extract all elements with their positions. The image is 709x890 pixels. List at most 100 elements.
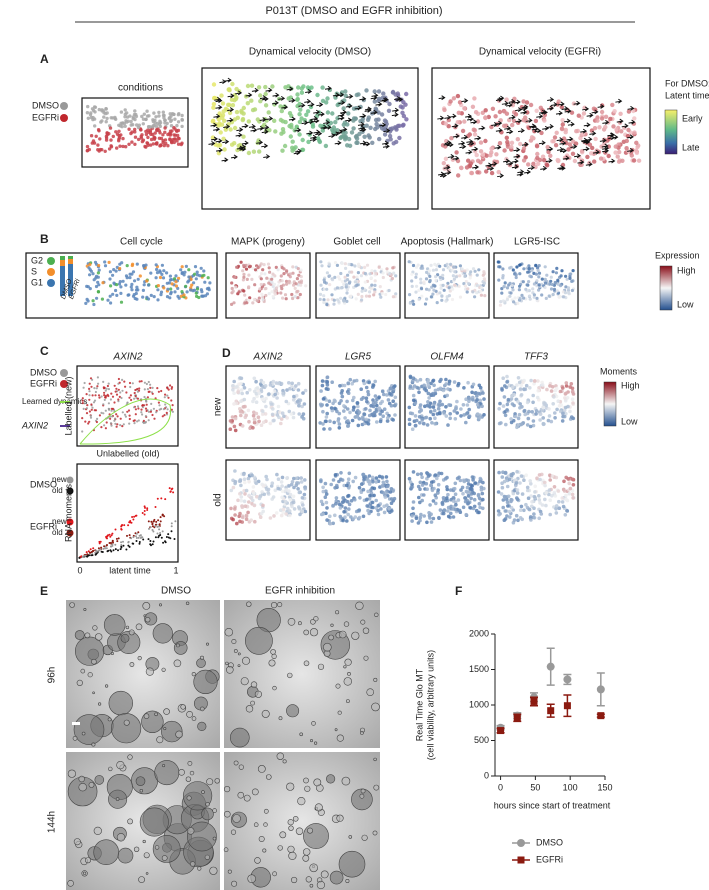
cell-dot bbox=[559, 284, 563, 288]
cell-dot bbox=[211, 82, 217, 87]
velocity-arrow bbox=[539, 109, 547, 115]
tick-label: 1 bbox=[173, 565, 178, 575]
organoid bbox=[214, 778, 220, 784]
cell-dot bbox=[374, 476, 379, 480]
cell-dot bbox=[359, 397, 364, 402]
cell-dot bbox=[273, 292, 277, 296]
cell-dot bbox=[140, 139, 145, 144]
cell-dot bbox=[363, 271, 367, 276]
moment-dot bbox=[164, 541, 167, 544]
cell-dot bbox=[550, 494, 554, 498]
cell-dot bbox=[473, 481, 478, 485]
cell-dot bbox=[419, 287, 424, 291]
organoid bbox=[355, 601, 364, 610]
cell-dot bbox=[522, 478, 526, 483]
panel-title: conditions bbox=[118, 83, 163, 94]
cell-dot bbox=[368, 125, 373, 130]
cell-dot bbox=[297, 273, 301, 277]
cell-dot bbox=[515, 265, 519, 269]
moment-dot bbox=[128, 534, 131, 537]
velocity-arrow bbox=[359, 140, 367, 146]
cell-dot bbox=[121, 425, 124, 428]
cell-dot bbox=[333, 261, 338, 265]
cell-dot bbox=[333, 120, 338, 125]
cell-dot bbox=[553, 494, 558, 498]
legend-dot bbox=[60, 114, 68, 122]
moment-dot bbox=[161, 513, 164, 516]
legend-label: DMSO bbox=[536, 837, 563, 847]
cell-dot bbox=[252, 298, 256, 302]
cell-dot bbox=[123, 108, 127, 112]
cell-dot bbox=[233, 416, 238, 421]
cell-dot bbox=[97, 394, 101, 397]
cell-dot bbox=[146, 125, 151, 129]
cell-dot bbox=[247, 493, 252, 498]
cell-dot bbox=[537, 264, 541, 268]
cell-dot bbox=[260, 490, 264, 494]
cell-dot bbox=[414, 418, 419, 423]
figure-title: P013T (DMSO and EGFR inhibition) bbox=[265, 5, 442, 17]
cell-dot bbox=[184, 284, 188, 288]
cell-dot bbox=[192, 281, 196, 285]
cell-dot bbox=[88, 262, 92, 267]
cell-dot bbox=[445, 393, 450, 398]
cell-dot bbox=[346, 500, 350, 504]
cell-dot bbox=[145, 382, 148, 386]
velocity-arrow bbox=[221, 157, 229, 163]
cell-dot bbox=[367, 380, 372, 385]
cell-dot bbox=[244, 488, 249, 493]
cell-dot bbox=[425, 270, 429, 274]
velocity-arrow bbox=[550, 102, 558, 107]
cell-dot bbox=[247, 285, 251, 289]
cell-dot bbox=[130, 130, 134, 134]
cell-dot bbox=[531, 287, 535, 291]
cell-dot bbox=[568, 385, 572, 389]
cell-dot bbox=[114, 390, 117, 393]
cell-dot bbox=[168, 137, 172, 142]
cell-dot bbox=[107, 402, 110, 405]
cell-dot bbox=[437, 402, 441, 406]
cell-dot bbox=[135, 285, 139, 289]
cell-dot bbox=[363, 280, 367, 284]
cell-dot bbox=[144, 132, 149, 137]
organoid bbox=[212, 836, 217, 841]
cell-dot bbox=[264, 404, 268, 409]
cell-dot bbox=[499, 492, 504, 496]
cell-dot bbox=[541, 422, 546, 427]
cell-dot bbox=[556, 489, 561, 493]
cell-dot bbox=[172, 277, 177, 281]
organoid bbox=[145, 667, 154, 676]
organoid bbox=[271, 601, 278, 609]
cell-dot bbox=[452, 265, 456, 269]
velocity-arrow bbox=[379, 122, 387, 128]
organoid bbox=[282, 759, 287, 764]
cell-dot bbox=[407, 405, 412, 410]
cell-dot bbox=[92, 401, 96, 404]
cell-dot bbox=[531, 419, 536, 423]
cell-dot bbox=[119, 285, 123, 289]
cell-dot bbox=[138, 380, 141, 383]
organoid bbox=[328, 634, 334, 641]
cell-dot bbox=[236, 390, 240, 395]
cell-dot bbox=[339, 296, 343, 300]
organoid bbox=[227, 869, 232, 874]
organoid bbox=[278, 716, 283, 721]
cell-dot bbox=[249, 83, 255, 88]
cell-dot bbox=[320, 383, 325, 388]
cell-dot bbox=[466, 380, 470, 385]
cell-dot bbox=[444, 377, 448, 382]
cell-dot bbox=[131, 270, 136, 274]
velocity-arrow bbox=[511, 158, 519, 164]
cell-dot bbox=[220, 115, 225, 121]
cell-dot bbox=[382, 132, 388, 137]
cell-dot bbox=[261, 380, 266, 385]
velocity-arrow bbox=[573, 100, 581, 106]
moment-dot bbox=[151, 523, 154, 526]
cell-dot bbox=[280, 484, 284, 488]
cell-dot bbox=[472, 491, 477, 496]
colorbar-title: For DMSO: bbox=[665, 78, 709, 88]
cell-dot bbox=[410, 427, 415, 432]
cell-dot bbox=[477, 502, 482, 506]
column-label: EGFR inhibition bbox=[265, 586, 335, 597]
cell-dot bbox=[260, 412, 265, 417]
